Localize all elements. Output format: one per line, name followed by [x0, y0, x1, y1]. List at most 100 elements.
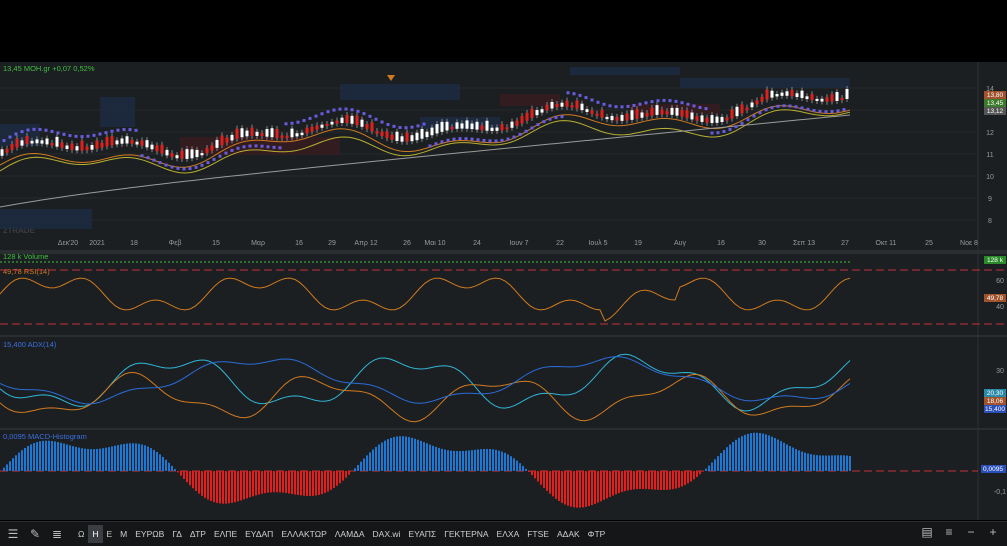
macd-bar [249, 471, 251, 498]
candle [520, 116, 524, 124]
rsi-label: 49,78 RSI(14) [3, 267, 50, 276]
candle [460, 123, 464, 129]
candle [295, 133, 299, 137]
symbol-button[interactable]: ΦΤΡ [587, 529, 606, 539]
time-axis-tick: Αυγ [674, 240, 686, 247]
macd-bar [321, 471, 323, 495]
psar-dot [182, 167, 186, 171]
macd-bar [378, 444, 380, 471]
macd-bar [735, 439, 737, 471]
candle [830, 94, 834, 102]
candle [365, 124, 369, 129]
symbol-button[interactable]: ΕΥΑΠΣ [408, 529, 437, 539]
symbol-button[interactable]: ΕΥΡΩΒ [135, 529, 165, 539]
symbol-button[interactable]: ΕΛΛΑΚΤΩΡ [281, 529, 327, 539]
price-axis-tick: 9 [988, 196, 992, 203]
chart-type-icon[interactable]: ▤ [921, 525, 933, 539]
macd-bar [351, 471, 353, 472]
symbol-button[interactable]: ΔΤΡ [189, 529, 206, 539]
candle [815, 98, 819, 101]
time-axis-tick: Απρ 12 [354, 240, 377, 247]
zoom-in-icon[interactable]: + [989, 525, 997, 539]
symbol-button[interactable]: ΓΔ [172, 529, 182, 539]
volume-tag-label: 128 k [987, 257, 1004, 264]
macd-bar [501, 451, 503, 471]
symbol-button[interactable]: ΓΕΚΤΕΡΝΑ [444, 529, 489, 539]
psar-dot [266, 145, 270, 149]
psar-dot [62, 132, 66, 136]
symbol-button[interactable]: Μ [120, 529, 128, 539]
candle [585, 109, 589, 112]
candle [10, 143, 14, 150]
candle [435, 124, 439, 134]
macd-bar [246, 471, 248, 499]
chart-svg[interactable]: 13,45 ΜΟΗ.gr +0,07 0,52% 128 k Volume 49… [0, 62, 1007, 520]
pencil-icon[interactable]: ✎ [29, 527, 41, 541]
psar-dot [260, 144, 264, 148]
psar-dot [446, 138, 450, 142]
symbol-button[interactable]: FTSE [527, 529, 549, 539]
symbol-button[interactable]: Ω [78, 529, 85, 539]
candle [205, 148, 209, 154]
symbol-button[interactable]: ΑΔΑΚ [556, 529, 580, 539]
psar-dot [386, 123, 390, 127]
macd-bar [306, 471, 308, 496]
time-axis-tick: Δεκ'20 [58, 240, 79, 247]
candle [5, 148, 9, 153]
candle [355, 115, 359, 126]
macd-bar [120, 444, 122, 471]
candle [765, 89, 769, 100]
psar-dot [806, 107, 810, 111]
candle [715, 116, 719, 123]
candle [630, 110, 634, 120]
macd-bar [582, 471, 584, 508]
menu-bars-icon[interactable]: ☰ [7, 527, 19, 541]
macd-bar [429, 444, 431, 471]
macd-bar [618, 471, 620, 494]
chart-area[interactable]: 13,45 ΜΟΗ.gr +0,07 0,52% 128 k Volume 49… [0, 62, 1007, 520]
list-icon[interactable]: ≣ [51, 527, 63, 541]
symbol-button[interactable]: ΕΥΔΑΠ [245, 529, 274, 539]
macd-bar [666, 471, 668, 490]
candle [475, 121, 479, 130]
candle [420, 129, 424, 139]
macd-bar [804, 452, 806, 471]
macd-bar [732, 441, 734, 471]
macd-bar [675, 471, 677, 489]
bars-icon[interactable]: ≡ [945, 525, 953, 539]
macd-bar [480, 449, 482, 471]
macd-bar [75, 446, 77, 471]
candle [650, 107, 654, 116]
macd-bar [600, 471, 602, 502]
macd-bar [642, 471, 644, 489]
candle [390, 134, 394, 140]
macd-bar [144, 445, 146, 471]
macd-bar [828, 455, 830, 471]
macd-bar [132, 443, 134, 471]
macd-bar [771, 436, 773, 471]
symbol-button[interactable]: Η [88, 525, 103, 543]
symbol-button[interactable]: ΛΑΜΔΑ [334, 529, 365, 539]
candle [505, 127, 509, 130]
time-axis-tick: 18 [130, 240, 138, 247]
zoom-out-icon[interactable]: − [967, 525, 975, 539]
symbol-button[interactable]: DAX.wi [372, 529, 401, 539]
candle [655, 105, 659, 115]
psar-dot [2, 139, 6, 143]
psar-dot [194, 165, 198, 169]
symbol-button[interactable]: Ε [106, 529, 113, 539]
psar-dot [56, 131, 60, 135]
candle [310, 126, 314, 132]
candle [710, 115, 714, 124]
psar-dot [230, 148, 234, 152]
psar-dot [50, 129, 54, 133]
macd-bar [612, 471, 614, 496]
macd-bar [711, 462, 713, 471]
candle [115, 140, 119, 145]
macd-bar [72, 446, 74, 471]
symbol-button[interactable]: ΕΛΠΕ [213, 529, 238, 539]
candle [750, 102, 754, 108]
symbol-button[interactable]: ΕΛΧΑ [496, 529, 520, 539]
macd-bar [291, 471, 293, 494]
psar-dot [500, 138, 504, 142]
